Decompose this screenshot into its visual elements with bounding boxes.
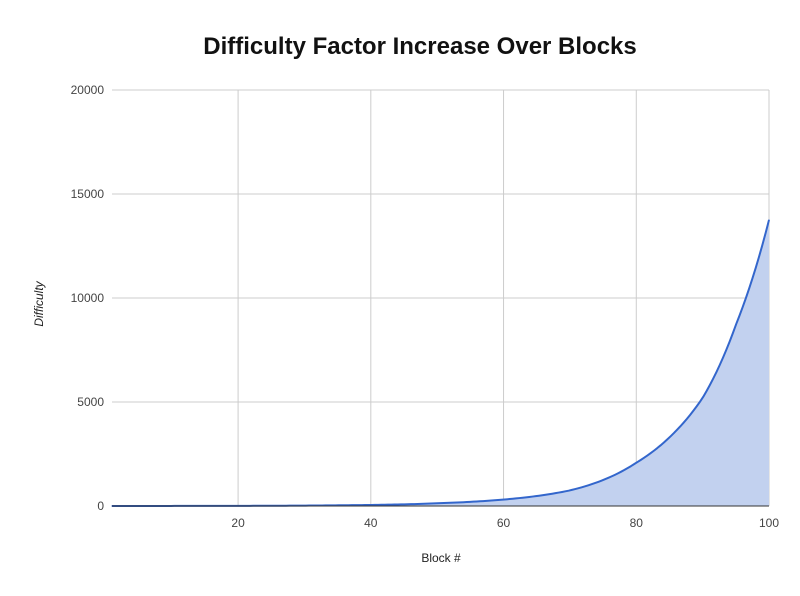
area-layer <box>111 219 770 507</box>
x-tick-label-40: 40 <box>364 516 378 530</box>
x-tick-label-100: 100 <box>759 516 779 530</box>
data-point-45 <box>403 503 405 505</box>
data-point-75 <box>602 479 604 481</box>
data-point-40 <box>370 504 372 506</box>
data-point-80 <box>635 462 637 464</box>
data-point-70 <box>569 489 571 491</box>
tick-layer: 0 5000 10000 15000 20000 20 40 60 80 100 <box>71 83 780 530</box>
data-point-95 <box>735 324 737 326</box>
y-tick-label-15000: 15000 <box>71 187 105 201</box>
data-point-50 <box>436 502 438 504</box>
x-tick-label-80: 80 <box>630 516 644 530</box>
series-area-fill <box>112 220 769 506</box>
data-point-90 <box>702 397 704 399</box>
data-point-55 <box>469 501 471 503</box>
chart-title: Difficulty Factor Increase Over Blocks <box>203 33 637 60</box>
data-point-65 <box>536 495 538 497</box>
y-tick-label-10000: 10000 <box>71 291 105 305</box>
y-tick-label-5000: 5000 <box>77 395 104 409</box>
data-point-60 <box>502 498 505 501</box>
x-tick-label-20: 20 <box>231 516 245 530</box>
data-point-100 <box>768 219 770 221</box>
x-axis-title: Block # <box>421 551 461 565</box>
y-tick-label-0: 0 <box>97 499 104 513</box>
data-point-85 <box>668 436 671 438</box>
y-tick-label-20000: 20000 <box>71 83 105 97</box>
x-tick-label-60: 60 <box>497 516 511 530</box>
y-axis-title: Difficulty <box>32 280 46 326</box>
